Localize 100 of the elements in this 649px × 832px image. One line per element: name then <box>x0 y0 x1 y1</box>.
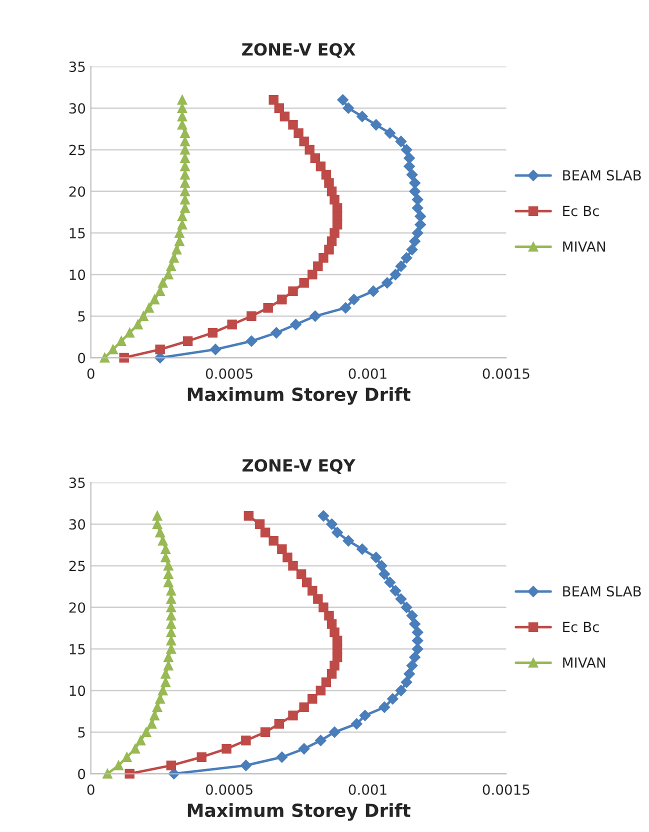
point <box>298 743 310 754</box>
point <box>246 336 258 347</box>
point <box>114 760 124 770</box>
point <box>152 702 162 712</box>
point <box>124 328 134 338</box>
point <box>254 519 265 530</box>
x-tick-label: 0.001 <box>348 784 386 795</box>
point <box>288 286 298 296</box>
point <box>400 252 412 264</box>
point <box>268 536 278 546</box>
point <box>406 610 418 622</box>
point <box>378 568 390 580</box>
point <box>409 652 420 663</box>
point <box>318 253 328 263</box>
point <box>330 194 340 205</box>
point <box>166 760 176 770</box>
point <box>412 643 424 655</box>
point <box>164 270 174 280</box>
point <box>370 552 382 564</box>
point <box>108 344 118 354</box>
point <box>116 336 126 346</box>
point <box>384 576 396 588</box>
y-tick-label: 15 <box>70 644 85 654</box>
point <box>414 210 426 222</box>
point <box>222 744 232 754</box>
point <box>330 627 340 638</box>
point <box>308 270 318 280</box>
point <box>263 302 273 313</box>
point <box>288 560 298 571</box>
point <box>409 177 420 189</box>
point <box>332 526 343 538</box>
point <box>318 510 330 522</box>
point <box>177 94 188 105</box>
point <box>290 318 302 330</box>
point <box>406 660 418 672</box>
point <box>332 203 342 213</box>
point <box>326 518 338 530</box>
point <box>180 144 190 155</box>
y-tick-label: 5 <box>78 727 85 738</box>
point <box>180 203 190 213</box>
point <box>180 178 190 188</box>
point <box>412 194 424 206</box>
point <box>277 294 287 304</box>
point <box>144 302 154 313</box>
point <box>164 652 174 662</box>
point <box>382 277 393 288</box>
point <box>152 519 162 530</box>
point <box>276 752 288 763</box>
point <box>172 244 182 254</box>
point <box>342 102 354 114</box>
point <box>387 693 398 704</box>
point <box>390 268 402 280</box>
point <box>260 528 270 538</box>
point <box>155 694 165 704</box>
y-tick-label: 20 <box>69 602 86 613</box>
point <box>160 544 170 554</box>
point <box>409 618 420 630</box>
point <box>166 594 176 604</box>
x-tick-label: 0 <box>87 368 94 379</box>
point <box>328 726 340 738</box>
point <box>246 311 256 322</box>
point <box>166 610 176 621</box>
point <box>180 153 190 163</box>
point <box>412 202 424 214</box>
point <box>313 261 323 272</box>
x-tick-label: 0.0005 <box>206 784 252 795</box>
y-tick-label: 30 <box>69 519 86 530</box>
point <box>299 702 309 712</box>
point <box>155 528 165 538</box>
point <box>406 169 418 180</box>
point <box>342 535 354 546</box>
point <box>390 585 402 596</box>
y-tick-label: 20 <box>69 186 86 197</box>
point <box>268 94 278 105</box>
point <box>359 710 371 722</box>
point <box>150 294 160 304</box>
point <box>208 328 218 338</box>
point <box>296 569 306 579</box>
legend-label: BEAM SLAB <box>563 586 641 597</box>
point <box>304 144 314 155</box>
y-tick-label: 30 <box>69 103 86 114</box>
point <box>166 644 176 654</box>
point <box>122 752 132 762</box>
point <box>299 136 309 146</box>
legend-label: Ec Bc <box>563 206 599 216</box>
chart-title: ZONE-V EQX <box>242 43 356 58</box>
point <box>166 636 176 646</box>
point <box>174 236 184 246</box>
point <box>404 160 415 172</box>
point <box>210 344 222 356</box>
x-axis-title: Maximum Storey Drift <box>188 803 410 821</box>
point <box>356 110 368 122</box>
point <box>326 619 337 629</box>
point <box>270 327 282 338</box>
point <box>313 594 323 604</box>
point <box>155 344 165 354</box>
point <box>240 760 252 772</box>
point <box>138 311 148 322</box>
point <box>395 684 407 696</box>
point <box>160 669 170 679</box>
